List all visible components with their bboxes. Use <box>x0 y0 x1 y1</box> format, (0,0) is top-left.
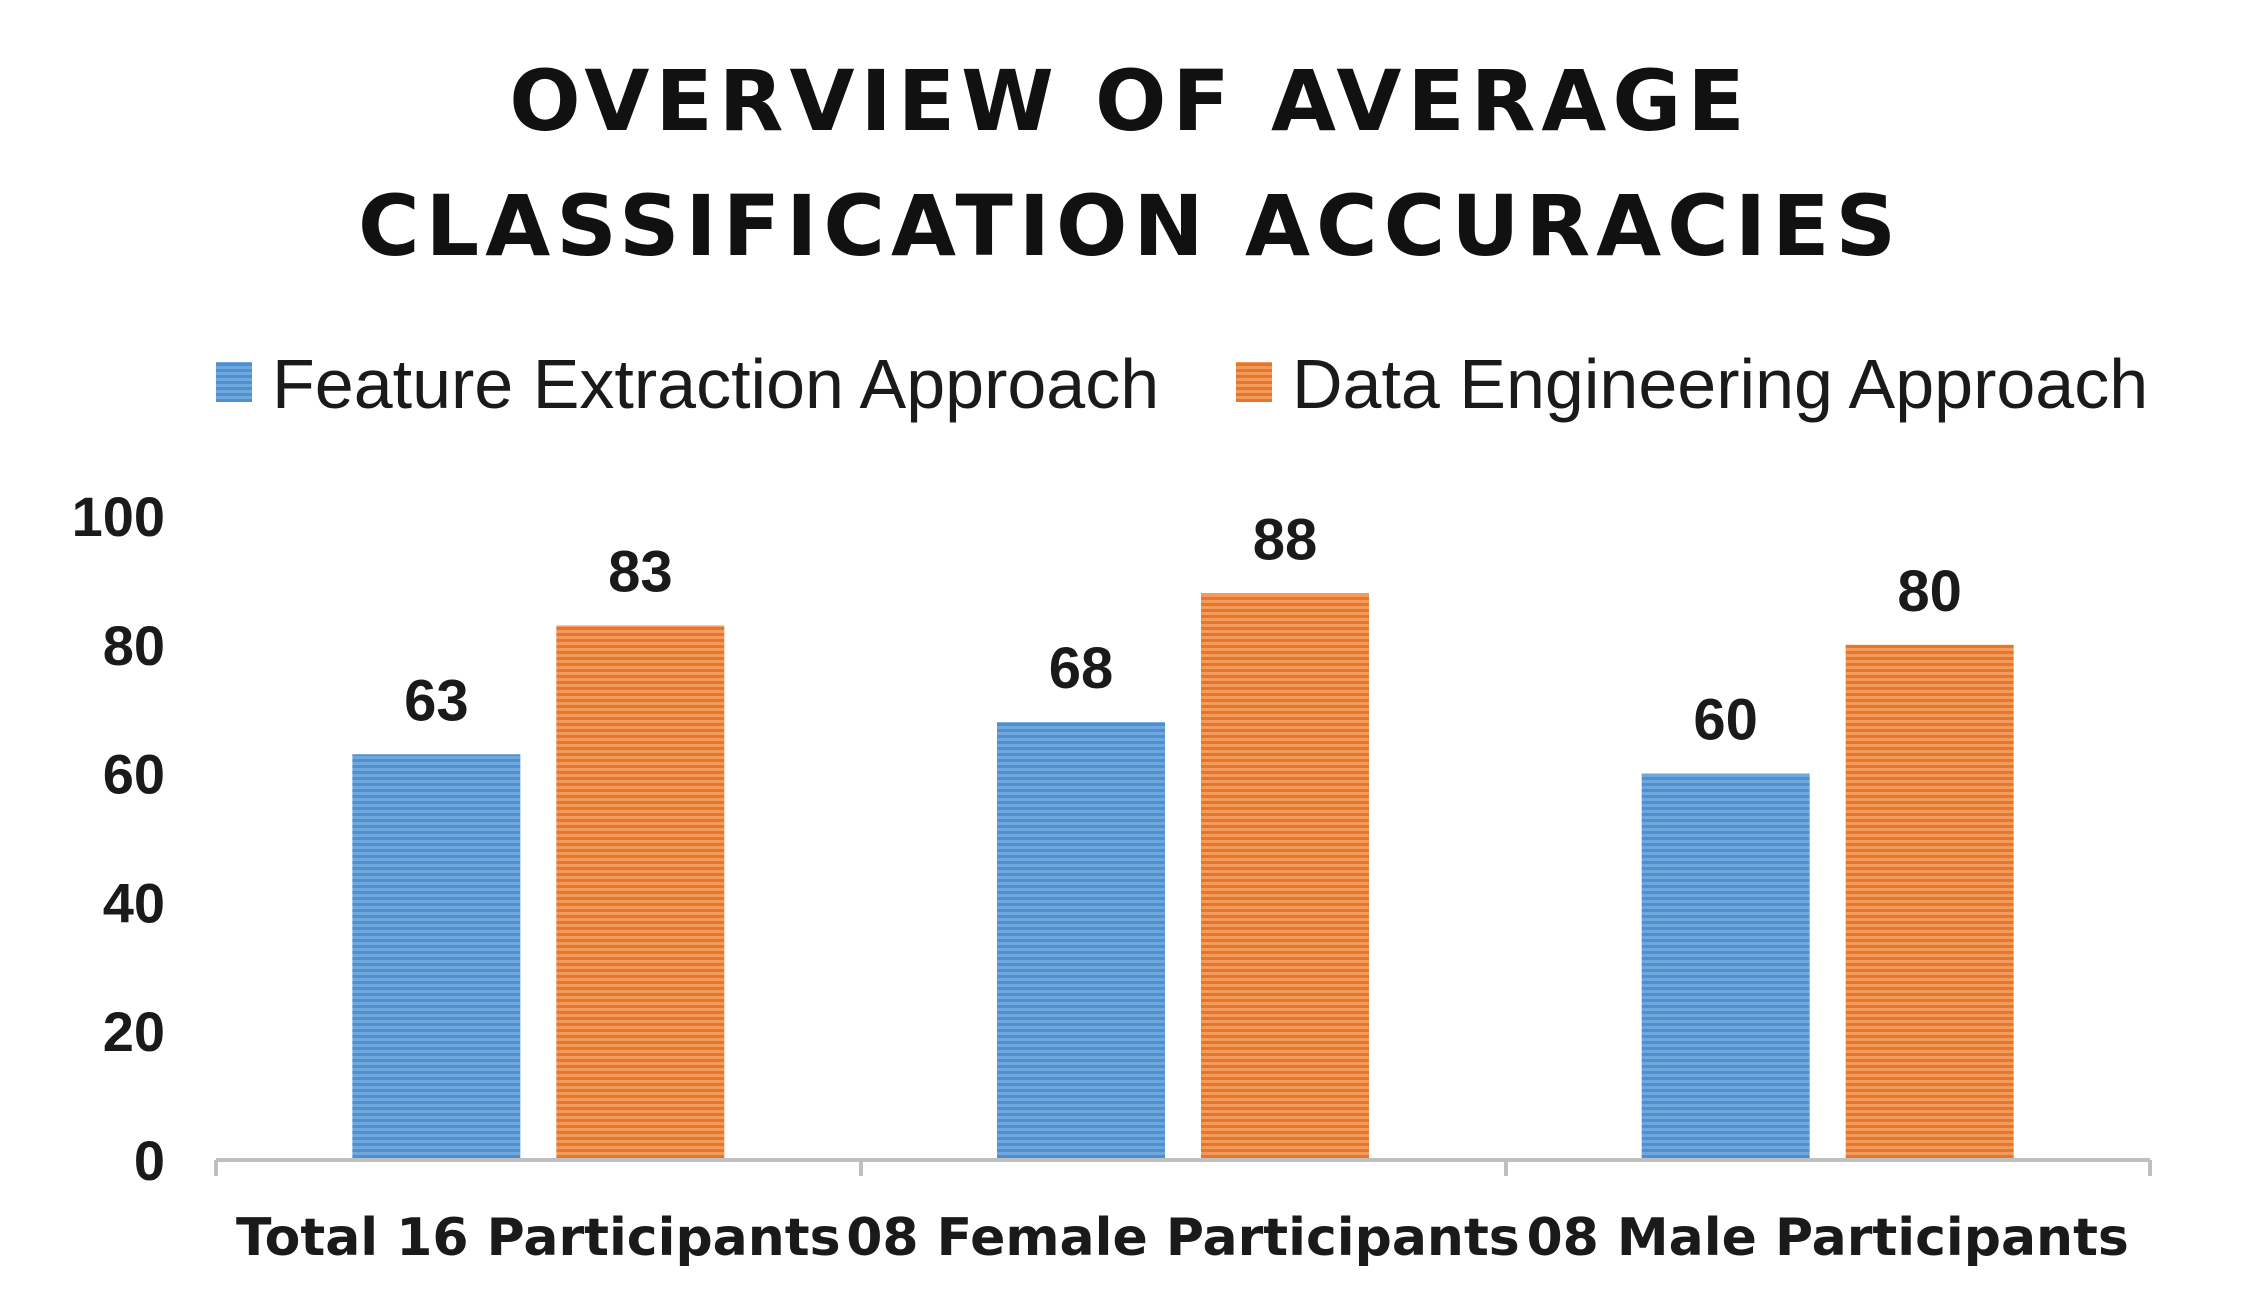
chart-title-line-1: OVERVIEW OF AVERAGE <box>509 52 1751 150</box>
data-label-feature-extraction-male: 60 <box>1693 688 1758 753</box>
bar-feature-extraction-total <box>352 754 521 1160</box>
data-label-data-engineering-total: 83 <box>608 539 673 604</box>
x-axis-labels: Total 16 Participants 08 Female Particip… <box>236 1208 2129 1268</box>
data-label-feature-extraction-female: 68 <box>1049 636 1114 701</box>
data-label-data-engineering-male: 80 <box>1897 559 1962 624</box>
bars <box>352 593 2014 1160</box>
x-tick-label: Total 16 Participants <box>236 1208 841 1268</box>
legend-label-data-engineering: Data Engineering Approach <box>1292 345 2148 423</box>
bar-data-engineering-total <box>556 625 725 1160</box>
x-tick-label: 08 Female Participants <box>846 1208 1520 1268</box>
bar-feature-extraction-male <box>1641 773 1810 1160</box>
x-tick-label: 08 Male Participants <box>1526 1208 2128 1268</box>
legend-swatch-feature-extraction <box>216 362 252 402</box>
y-tick-label: 60 <box>103 743 165 806</box>
data-label-data-engineering-female: 88 <box>1253 507 1318 572</box>
data-labels: 63 83 68 88 60 80 <box>404 507 1962 752</box>
y-axis-ticks: 0 20 40 60 80 100 <box>72 485 165 1192</box>
bar-feature-extraction-female <box>997 722 1165 1160</box>
y-tick-label: 100 <box>72 485 165 548</box>
bar-data-engineering-male <box>1845 644 2014 1160</box>
x-axis <box>214 1158 2152 1176</box>
y-tick-label: 20 <box>103 1000 165 1063</box>
legend-label-feature-extraction: Feature Extraction Approach <box>272 345 1159 423</box>
chart-title-line-2: CLASSIFICATION ACCURACIES <box>358 177 1902 275</box>
legend-swatch-data-engineering <box>1236 362 1272 402</box>
legend: Feature Extraction Approach Data Enginee… <box>216 345 2148 423</box>
y-tick-label: 40 <box>103 871 165 934</box>
bar-data-engineering-female <box>1201 593 1369 1160</box>
y-tick-label: 0 <box>134 1129 165 1192</box>
data-label-feature-extraction-total: 63 <box>404 668 469 733</box>
y-tick-label: 80 <box>103 614 165 677</box>
